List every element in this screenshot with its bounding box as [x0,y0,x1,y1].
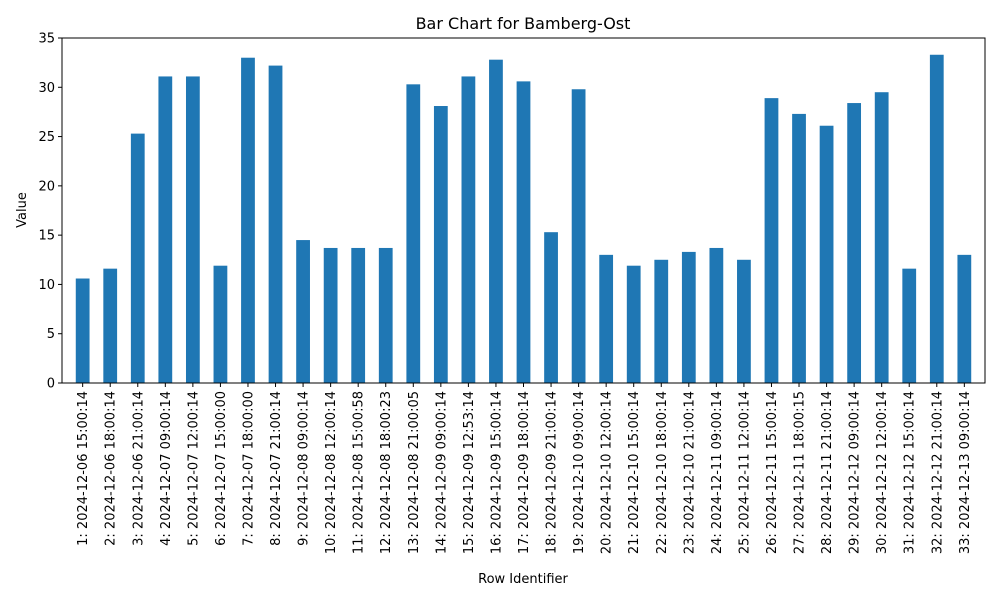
y-tick-label: 0 [47,377,55,392]
x-tick-label: 5: 2024-12-07 12:00:14 [186,391,201,546]
bar-28 [819,125,834,383]
bar-20 [599,254,614,383]
bar-18 [544,232,558,383]
bar-16 [489,59,503,383]
x-tick-label: 26: 2024-12-11 15:00:14 [765,391,780,554]
bar-25 [737,259,751,383]
bar-7 [241,57,255,383]
bar-19 [571,89,586,383]
x-tick-label: 33: 2024-12-13 09:00:14 [958,391,973,554]
bar-24 [709,247,724,383]
chart-title: Bar Chart for Bamberg-Ost [416,14,631,33]
x-tick-label: 20: 2024-12-10 12:00:14 [600,391,615,554]
x-axis-ticks: 1: 2024-12-06 15:00:14 2: 2024-12-06 18:0… [76,383,973,554]
bar-13 [406,84,421,383]
x-tick-label: 13: 2024-12-08 21:00:05 [407,391,422,554]
bar-4 [158,76,173,383]
x-tick-label: 18: 2024-12-09 21:00:14 [545,391,560,554]
x-tick-label: 2: 2024-12-06 18:00:14 [104,391,119,546]
bar-14 [433,106,448,383]
x-tick-label: 21: 2024-12-10 15:00:14 [627,391,642,554]
x-tick-label: 1: 2024-12-06 15:00:14 [76,391,91,546]
bar-5 [185,76,200,383]
x-tick-label: 30: 2024-12-12 12:00:14 [875,391,890,554]
bar-11 [351,247,366,383]
x-axis-title: Row Identifier [478,572,568,587]
y-tick-label: 10 [38,278,55,293]
x-tick-label: 7: 2024-12-07 18:00:00 [241,391,256,546]
bar-12 [378,247,393,383]
plot-frame [61,37,986,384]
y-tick-label: 15 [38,229,55,244]
x-tick-label: 6: 2024-12-07 15:00:00 [214,391,229,546]
bar-10 [323,247,338,383]
y-tick-label: 30 [38,81,55,96]
x-tick-label: 16: 2024-12-09 15:00:14 [489,391,504,554]
bar-23 [681,251,696,383]
x-tick-label: 23: 2024-12-10 21:00:14 [682,391,697,554]
x-tick-label: 31: 2024-12-12 15:00:14 [903,391,918,554]
x-tick-label: 3: 2024-12-06 21:00:14 [131,391,146,546]
y-axis-title: Value [15,192,30,228]
bar-1 [75,278,90,383]
y-tick-label: 25 [38,130,55,145]
x-tick-label: 11: 2024-12-08 15:00:58 [352,391,367,554]
x-tick-label: 8: 2024-12-07 21:00:14 [269,391,284,546]
x-tick-label: 15: 2024-12-09 12:53:14 [462,391,477,554]
x-tick-label: 4: 2024-12-07 09:00:14 [159,391,174,546]
x-tick-label: 19: 2024-12-10 09:00:14 [572,391,587,554]
bar-22 [654,259,669,383]
bar-33 [957,254,972,383]
bar-9 [296,240,310,383]
x-tick-label: 9: 2024-12-08 09:00:14 [297,391,312,546]
x-tick-label: 10: 2024-12-08 12:00:14 [324,391,339,554]
bar-8 [268,65,283,383]
bar-27 [792,113,806,384]
bar-6 [213,265,228,383]
x-tick-label: 32: 2024-12-12 21:00:14 [930,391,945,554]
bar-29 [847,103,862,384]
bar-2 [103,268,118,383]
x-tick-label: 29: 2024-12-12 09:00:14 [848,391,863,554]
bar-3 [130,133,145,383]
bar-31 [902,268,917,383]
x-tick-label: 14: 2024-12-09 09:00:14 [434,391,449,554]
x-tick-label: 25: 2024-12-11 12:00:14 [737,391,752,554]
x-tick-label: 12: 2024-12-08 18:00:23 [379,391,394,554]
y-tick-label: 20 [38,179,55,194]
y-tick-label: 35 [38,32,55,47]
x-tick-label: 28: 2024-12-11 21:00:14 [820,391,835,554]
bars-group [75,54,972,384]
bar-26 [764,98,779,383]
y-axis-ticks: 0 5 10 15 20 25 30 35 [38,32,62,392]
bar-30 [874,92,889,383]
x-tick-label: 27: 2024-12-11 18:00:15 [793,391,808,554]
bar-32 [929,54,944,383]
x-tick-label: 22: 2024-12-10 18:00:14 [655,391,670,554]
x-tick-label: 24: 2024-12-11 09:00:14 [710,391,725,554]
bar-17 [516,81,531,383]
y-tick-label: 5 [47,327,55,342]
bar-15 [461,76,476,383]
x-tick-label: 17: 2024-12-09 18:00:14 [517,391,532,554]
bar-21 [626,265,641,383]
